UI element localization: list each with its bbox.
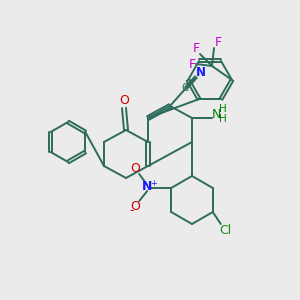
- Text: N: N: [211, 107, 221, 121]
- Text: O: O: [130, 161, 140, 175]
- Text: C: C: [181, 83, 189, 93]
- Text: F: F: [214, 37, 222, 50]
- Text: N: N: [196, 67, 206, 80]
- Text: +: +: [150, 178, 157, 188]
- Text: H: H: [219, 114, 227, 124]
- Text: F: F: [188, 58, 196, 70]
- Text: Cl: Cl: [220, 224, 232, 236]
- Text: O: O: [119, 94, 129, 106]
- Text: F: F: [192, 43, 200, 56]
- Text: O: O: [130, 200, 140, 212]
- Text: -: -: [129, 205, 134, 218]
- Text: H: H: [219, 104, 227, 114]
- Text: N: N: [142, 181, 152, 194]
